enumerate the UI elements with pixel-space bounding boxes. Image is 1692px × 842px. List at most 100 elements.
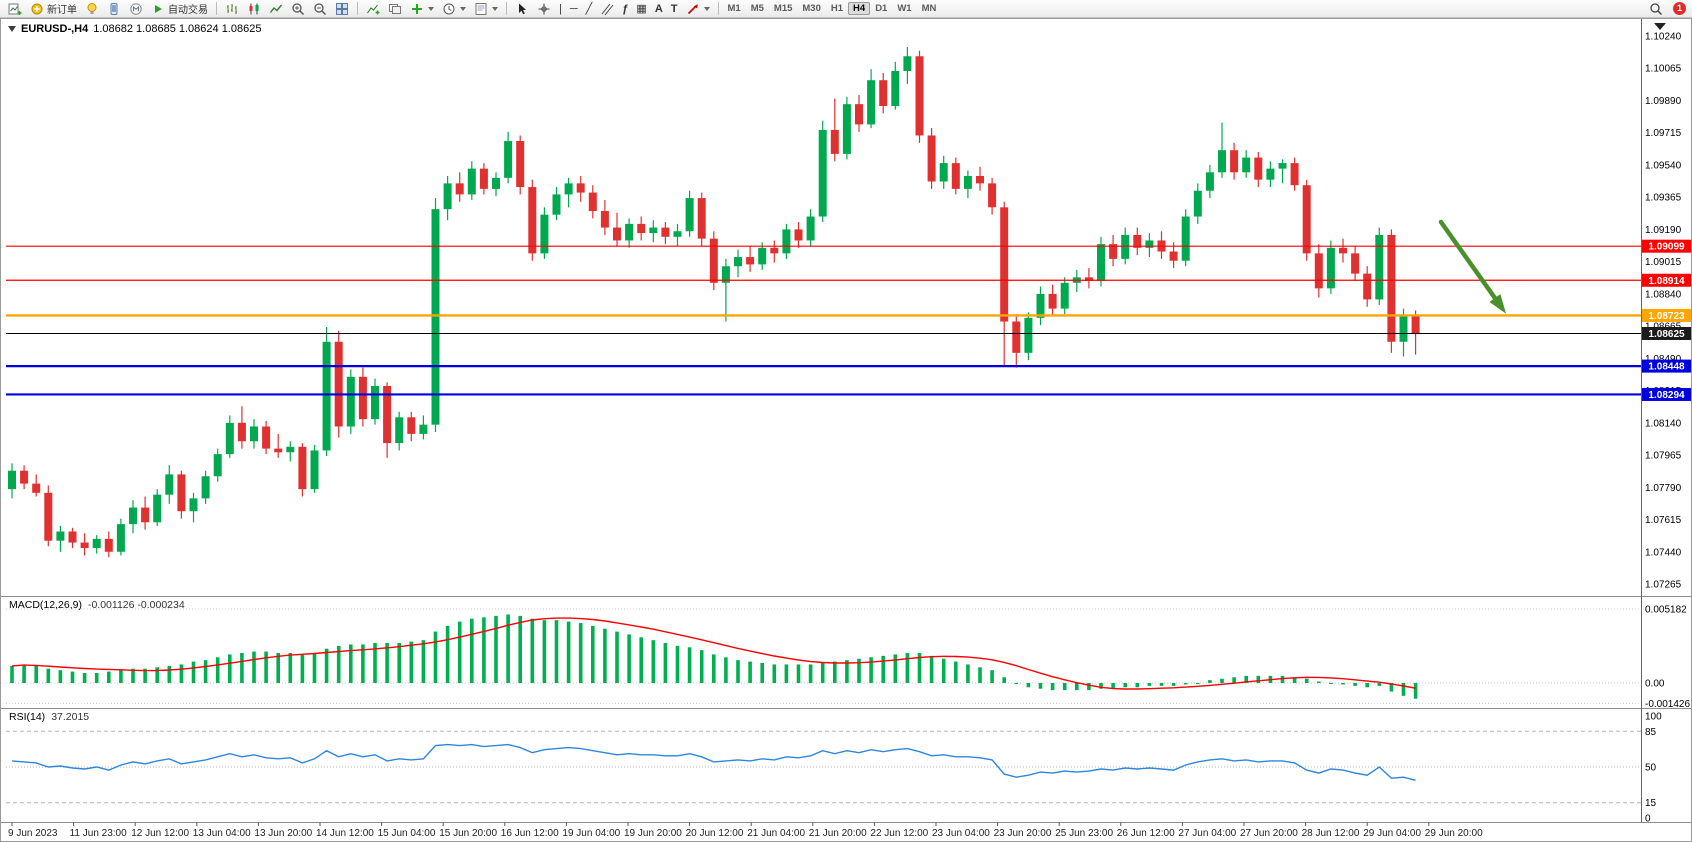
svg-text:1.09190: 1.09190 xyxy=(1645,225,1682,236)
price-axis[interactable]: 1.10240 1.10065 1.09890 1.09715 1.09540 1.093… xyxy=(1645,32,1682,591)
timeframe-M15[interactable]: M15 xyxy=(773,2,793,14)
svg-text:1.08140: 1.08140 xyxy=(1645,418,1682,429)
timeframe-M30[interactable]: M30 xyxy=(802,2,821,14)
chart-title: EURUSD-,H4 1.08682 1.08685 1.08624 1.086… xyxy=(8,23,261,35)
svg-text:21 Jun 04:00: 21 Jun 04:00 xyxy=(747,828,805,839)
template-icon xyxy=(475,2,487,15)
timeframe-H4[interactable]: H4 xyxy=(848,1,871,15)
svg-text:23 Jun 20:00: 23 Jun 20:00 xyxy=(994,828,1052,839)
one-click-trading-toggle[interactable] xyxy=(8,26,16,32)
svg-text:1.10065: 1.10065 xyxy=(1645,64,1682,75)
svg-text:1.10240: 1.10240 xyxy=(1645,32,1682,43)
text-icon: A xyxy=(654,2,663,15)
indicators-icon xyxy=(367,4,380,14)
svg-text:15 Jun 04:00: 15 Jun 04:00 xyxy=(378,828,436,839)
candlestick-chart-button[interactable] xyxy=(243,0,265,18)
chart-shift-marker[interactable] xyxy=(1654,23,1666,30)
chevron-down-icon xyxy=(460,6,466,11)
search-icon xyxy=(1650,2,1663,15)
add-indicator-button[interactable] xyxy=(406,0,438,18)
svg-text:27 Jun 04:00: 27 Jun 04:00 xyxy=(1178,828,1236,839)
horizontal-line-button[interactable]: ─ xyxy=(566,0,582,18)
hline-1.09099[interactable]: 1.09099 xyxy=(6,239,1691,253)
chart-symbol-period: EURUSD-,H4 xyxy=(21,23,89,35)
svg-text:50: 50 xyxy=(1645,763,1657,774)
arrows-button[interactable] xyxy=(682,0,714,18)
search-button[interactable] xyxy=(1645,0,1667,18)
templates-button[interactable] xyxy=(470,0,502,18)
chevron-down-icon xyxy=(492,6,498,11)
time-axis[interactable]: 9 Jun 2023 11 Jun 23:00 12 Jun 12:00 13 Jun… xyxy=(8,822,1483,840)
hline-1.08448[interactable]: 1.08448 xyxy=(6,359,1691,373)
macd-label: MACD(12,26,9) -0.001126 -0.000234 xyxy=(9,599,185,611)
periods-button[interactable] xyxy=(438,0,470,18)
hline-1.08625[interactable]: 1.08625 xyxy=(6,326,1691,340)
chevron-down-icon xyxy=(703,6,710,11)
hline-1.08723[interactable]: 1.08723 xyxy=(6,308,1691,322)
zoom-in-button[interactable] xyxy=(287,0,309,18)
text-button[interactable]: A xyxy=(651,0,667,18)
svg-text:1.09015: 1.09015 xyxy=(1645,257,1682,268)
bar-chart-button[interactable] xyxy=(221,0,243,18)
svg-text:1.07965: 1.07965 xyxy=(1645,451,1682,462)
notifications-badge[interactable]: 1 xyxy=(1673,2,1686,15)
text-label-icon: T xyxy=(670,2,678,15)
new-chart-button[interactable] xyxy=(4,0,26,18)
timeframe-D1[interactable]: D1 xyxy=(875,2,888,14)
new-chart-icon xyxy=(8,3,22,15)
fibonacci-button[interactable]: ƒ xyxy=(618,0,632,18)
svg-text:25 Jun 23:00: 25 Jun 23:00 xyxy=(1055,828,1113,839)
shapes-button[interactable]: ▦ xyxy=(632,0,650,18)
svg-text:1.07615: 1.07615 xyxy=(1645,515,1682,526)
vertical-line-icon: | xyxy=(559,2,562,15)
svg-text:9 Jun 2023: 9 Jun 2023 xyxy=(8,828,58,839)
horizontal-line-icon: ─ xyxy=(569,2,578,15)
community-button[interactable] xyxy=(125,0,147,18)
crosshair-icon xyxy=(538,3,550,14)
svg-text:26 Jun 12:00: 26 Jun 12:00 xyxy=(1117,828,1175,839)
alerts-button[interactable] xyxy=(81,0,103,18)
timeframe-M5[interactable]: M5 xyxy=(750,2,764,14)
new-order-icon xyxy=(31,3,43,14)
mobile-apps-button[interactable] xyxy=(103,0,125,18)
autotrading-button[interactable]: 自动交易 xyxy=(147,0,212,18)
timeframe-MN[interactable]: MN xyxy=(921,2,937,14)
crosshair-button[interactable] xyxy=(533,0,555,18)
svg-text:13 Jun 04:00: 13 Jun 04:00 xyxy=(193,828,251,839)
new-order-button[interactable]: 新订单 xyxy=(26,0,81,18)
svg-text:85: 85 xyxy=(1645,727,1657,738)
cursor-button[interactable] xyxy=(511,0,533,18)
svg-text:29 Jun 04:00: 29 Jun 04:00 xyxy=(1363,828,1421,839)
svg-text:15: 15 xyxy=(1645,798,1657,809)
tile-windows-icon xyxy=(336,2,348,15)
svg-text:14 Jun 12:00: 14 Jun 12:00 xyxy=(316,828,374,839)
svg-text:1.09715: 1.09715 xyxy=(1645,128,1682,139)
channel-button[interactable] xyxy=(596,0,618,18)
line-chart-button[interactable] xyxy=(265,0,287,18)
new-order-label: 新订单 xyxy=(47,5,77,16)
text-label-button[interactable]: T xyxy=(667,0,682,18)
timeframe-H1[interactable]: H1 xyxy=(830,2,844,14)
rsi-line xyxy=(11,743,1416,781)
svg-text:0: 0 xyxy=(1645,814,1651,825)
zoom-out-button[interactable] xyxy=(309,0,331,18)
trendline-button[interactable]: ╱ xyxy=(582,0,597,18)
svg-text:11 Jun 23:00: 11 Jun 23:00 xyxy=(70,828,128,839)
timeframe-M1[interactable]: M1 xyxy=(727,2,741,14)
macd-indicator-name: MACD(12,26,9) xyxy=(9,599,82,611)
hline-1.08914[interactable]: 1.08914 xyxy=(6,273,1691,287)
toolbar-separator xyxy=(357,2,358,15)
macd-indicator-values: -0.001126 -0.000234 xyxy=(87,599,185,611)
hline-1.08294[interactable]: 1.08294 xyxy=(6,387,1691,401)
indicators-button[interactable] xyxy=(362,0,384,18)
vertical-line-button[interactable]: | xyxy=(555,0,566,18)
tile-windows-button[interactable] xyxy=(331,0,353,18)
rsi-indicator-values: 37.2015 xyxy=(51,711,90,723)
objects-list-button[interactable] xyxy=(384,0,406,18)
timeframe-W1[interactable]: W1 xyxy=(897,2,912,14)
windows-icon xyxy=(389,3,401,14)
candlestick-chart-icon xyxy=(249,3,259,14)
svg-text:27 Jun 20:00: 27 Jun 20:00 xyxy=(1240,828,1298,839)
trend-arrow[interactable] xyxy=(1438,219,1507,314)
